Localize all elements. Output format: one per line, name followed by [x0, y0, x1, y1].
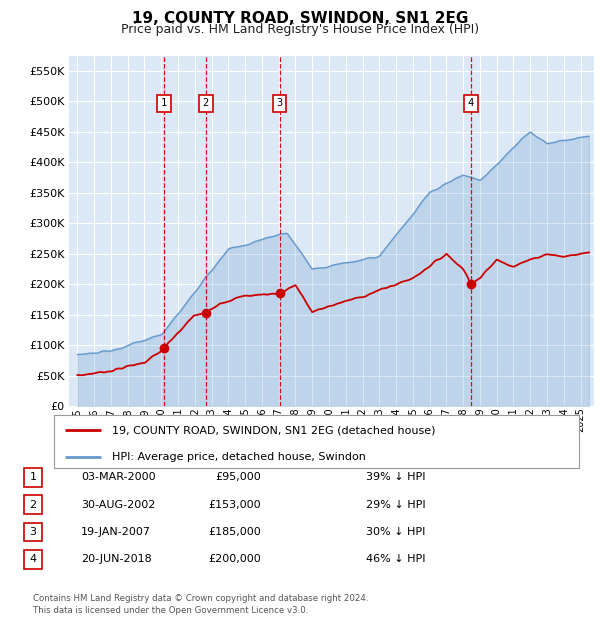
- Text: 4: 4: [468, 99, 474, 108]
- Text: 3: 3: [29, 527, 37, 537]
- Text: 3: 3: [277, 99, 283, 108]
- Text: £95,000: £95,000: [215, 472, 261, 482]
- Text: £200,000: £200,000: [208, 554, 261, 564]
- Text: 19-JAN-2007: 19-JAN-2007: [81, 527, 151, 537]
- Text: 2: 2: [29, 500, 37, 510]
- Text: 1: 1: [29, 472, 37, 482]
- Text: Price paid vs. HM Land Registry's House Price Index (HPI): Price paid vs. HM Land Registry's House …: [121, 23, 479, 36]
- Text: 30-AUG-2002: 30-AUG-2002: [81, 500, 155, 510]
- Text: 46% ↓ HPI: 46% ↓ HPI: [366, 554, 425, 564]
- Text: 39% ↓ HPI: 39% ↓ HPI: [366, 472, 425, 482]
- Text: 1: 1: [161, 99, 167, 108]
- Text: 2: 2: [203, 99, 209, 108]
- Text: 19, COUNTY ROAD, SWINDON, SN1 2EG: 19, COUNTY ROAD, SWINDON, SN1 2EG: [132, 11, 468, 26]
- Text: HPI: Average price, detached house, Swindon: HPI: Average price, detached house, Swin…: [112, 451, 365, 461]
- Text: 19, COUNTY ROAD, SWINDON, SN1 2EG (detached house): 19, COUNTY ROAD, SWINDON, SN1 2EG (detac…: [112, 425, 435, 435]
- Text: 20-JUN-2018: 20-JUN-2018: [81, 554, 152, 564]
- Text: Contains HM Land Registry data © Crown copyright and database right 2024.
This d: Contains HM Land Registry data © Crown c…: [33, 594, 368, 615]
- Text: 30% ↓ HPI: 30% ↓ HPI: [366, 527, 425, 537]
- Text: 29% ↓ HPI: 29% ↓ HPI: [366, 500, 425, 510]
- Text: £185,000: £185,000: [208, 527, 261, 537]
- Text: 4: 4: [29, 554, 37, 564]
- Text: 03-MAR-2000: 03-MAR-2000: [81, 472, 155, 482]
- Text: £153,000: £153,000: [208, 500, 261, 510]
